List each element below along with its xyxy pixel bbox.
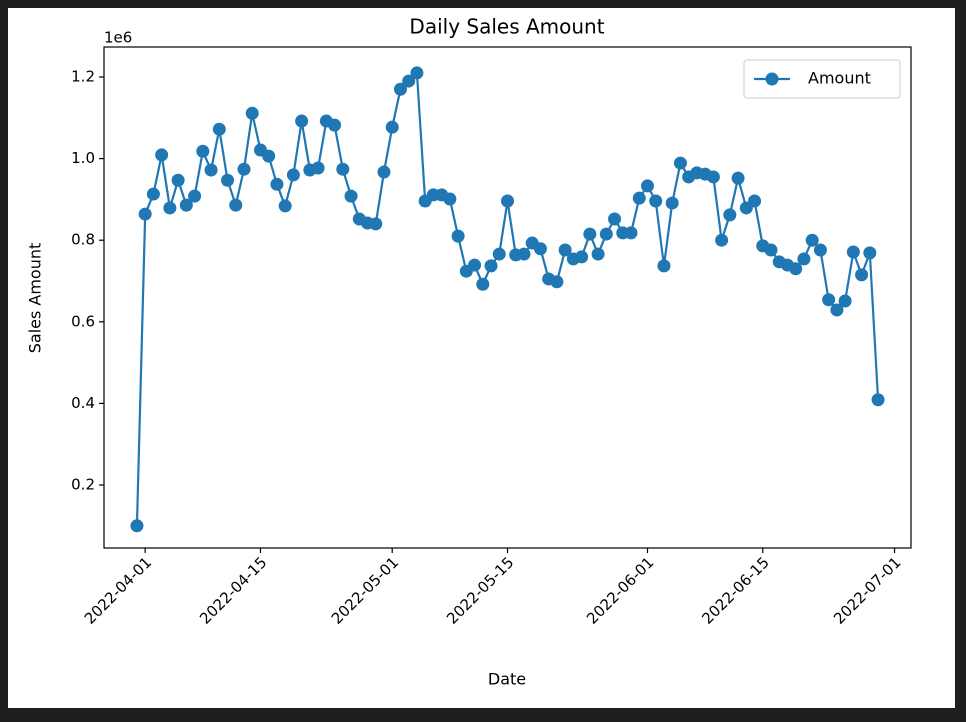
data-point (748, 194, 762, 208)
data-point (204, 163, 218, 177)
figure-background (8, 8, 955, 708)
data-point (533, 242, 547, 256)
data-point (492, 247, 506, 261)
data-point (657, 259, 671, 273)
data-point (591, 247, 605, 261)
data-point (179, 198, 193, 212)
data-point (575, 250, 589, 264)
data-point (813, 243, 827, 257)
data-point (665, 196, 679, 210)
y-tick-label: 0.4 (71, 394, 95, 412)
data-point (706, 170, 720, 184)
legend-label: Amount (808, 69, 871, 88)
data-point (855, 268, 869, 282)
legend-marker (765, 72, 779, 86)
data-point (237, 162, 251, 176)
data-point (608, 212, 622, 226)
data-point (871, 393, 885, 407)
data-point (410, 66, 424, 80)
data-point (311, 161, 325, 175)
data-point (221, 173, 235, 187)
data-point (402, 74, 416, 88)
data-point (673, 156, 687, 170)
x-axis-label: Date (488, 670, 526, 689)
y-tick-label: 1.0 (71, 149, 95, 167)
data-point (632, 191, 646, 205)
y-offset-label: 1e6 (104, 29, 132, 47)
data-point (369, 217, 383, 231)
data-point (344, 189, 358, 203)
data-point (468, 258, 482, 272)
data-point (443, 192, 457, 206)
data-point (196, 144, 210, 158)
data-point (517, 247, 531, 261)
data-point (838, 294, 852, 308)
data-point (583, 227, 597, 241)
data-point (278, 199, 292, 213)
data-point (731, 171, 745, 185)
data-point (550, 275, 564, 289)
data-point (163, 201, 177, 215)
data-point (797, 252, 811, 266)
legend: Amount (743, 59, 901, 99)
data-point (830, 303, 844, 317)
data-point (805, 233, 819, 247)
y-tick-label: 0.6 (71, 312, 95, 330)
y-tick-label: 0.8 (71, 231, 95, 249)
data-point (863, 246, 877, 260)
data-point (328, 118, 342, 132)
data-point (484, 259, 498, 273)
y-tick-label: 0.2 (71, 476, 95, 494)
y-tick-label: 1.2 (71, 67, 95, 85)
data-point (146, 187, 160, 201)
data-point (624, 226, 638, 240)
data-point (723, 208, 737, 222)
data-point (229, 198, 243, 212)
data-point (846, 245, 860, 259)
data-point (212, 122, 226, 136)
data-point (715, 233, 729, 247)
data-point (385, 120, 399, 134)
data-point (262, 149, 276, 163)
data-point (789, 262, 803, 276)
data-point (188, 189, 202, 203)
data-point (245, 106, 259, 120)
data-point (476, 277, 490, 291)
data-point (138, 207, 152, 221)
data-point (649, 194, 663, 208)
data-point (286, 168, 300, 182)
data-point (155, 148, 169, 162)
data-point (270, 177, 284, 191)
data-point (764, 243, 778, 257)
data-point (393, 82, 407, 96)
data-point (822, 293, 836, 307)
data-point (640, 179, 654, 193)
data-point (295, 114, 309, 128)
data-point (599, 227, 613, 241)
axes-frame (103, 46, 912, 549)
data-point (336, 162, 350, 176)
data-point (451, 229, 465, 243)
chart-title: Daily Sales Amount (409, 15, 604, 39)
data-point (558, 243, 572, 257)
data-point (171, 173, 185, 187)
data-point (501, 194, 514, 208)
data-point (130, 519, 144, 533)
legend-box (743, 59, 901, 99)
y-axis-label: Sales Amount (26, 243, 45, 354)
data-point (377, 165, 391, 179)
